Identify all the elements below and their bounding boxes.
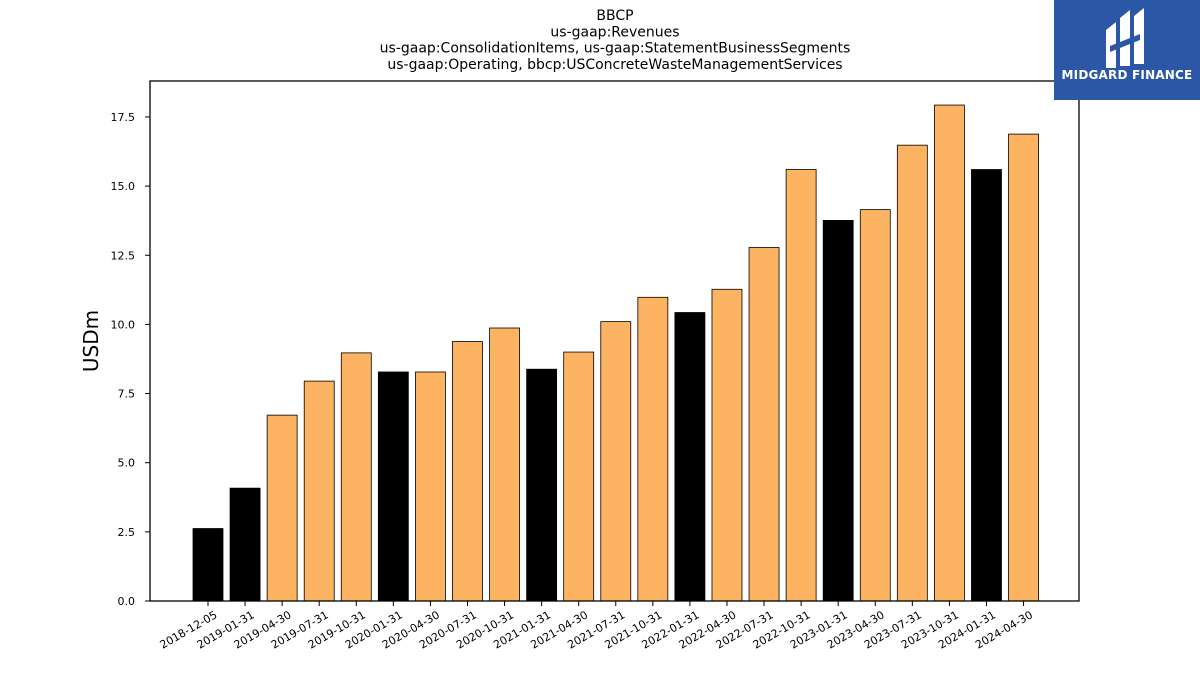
bar-2023-07-31 [896, 144, 928, 602]
bar-2021-10-31 [637, 296, 669, 602]
y-tick-label: 10.0 [111, 318, 136, 331]
bar-2024-01-31 [971, 169, 1002, 602]
y-tick-label: 7.5 [118, 388, 136, 401]
title-line: us-gaap:Operating, bbcp:USConcreteWasteM… [387, 57, 842, 73]
bar-2022-10-31 [785, 169, 817, 602]
bar-2023-01-31 [822, 219, 854, 602]
bar-2019-10-31 [340, 352, 372, 602]
bar-2019-04-30 [266, 414, 298, 602]
bar-2019-07-31 [303, 380, 335, 602]
x-axis: 2018-12-052019-01-312019-04-302019-07-31… [158, 601, 1035, 652]
title-line: BBCP [596, 8, 633, 24]
title-line: us-gaap:Revenues [550, 24, 679, 40]
logo-text: MIDGARD FINANCE [1061, 68, 1193, 82]
bar-2022-01-31 [674, 312, 706, 602]
bar-2022-07-31 [748, 247, 780, 602]
bar-2023-10-31 [934, 104, 965, 602]
bar-2021-01-31 [526, 368, 558, 602]
chart-title: BBCPus-gaap:Revenuesus-gaap:Consolidatio… [380, 8, 851, 73]
bar-2020-01-31 [377, 371, 409, 602]
bar-2022-04-30 [711, 288, 743, 602]
bar-2020-07-31 [452, 341, 483, 602]
y-axis-label: USDm [79, 310, 103, 372]
y-tick-label: 12.5 [111, 249, 136, 262]
bar-2020-04-30 [415, 371, 446, 602]
bar-2023-04-30 [859, 209, 891, 602]
midgard-finance-logo: MIDGARD FINANCE [1054, 0, 1200, 100]
y-tick-label: 5.0 [118, 457, 136, 470]
bar-2018-12-05 [192, 528, 224, 602]
midgard-logo-icon [1106, 8, 1144, 68]
y-tick-label: 15.0 [111, 180, 136, 193]
y-tick-label: 2.5 [118, 526, 136, 539]
bar-2024-04-30 [1008, 133, 1039, 602]
y-tick-label: 0.0 [118, 595, 136, 608]
bar-2020-10-31 [489, 327, 520, 602]
plot-frame [149, 80, 1080, 602]
bar-2021-04-30 [563, 351, 595, 602]
y-tick-label: 17.5 [111, 111, 136, 124]
title-line: us-gaap:ConsolidationItems, us-gaap:Stat… [380, 41, 851, 57]
y-axis: 0.0 2.5 5.0 7.5 10.0 12.5 15.0 17.5 [111, 111, 150, 608]
bar-2021-07-31 [600, 321, 632, 602]
bars [192, 104, 1039, 602]
bar-2019-01-31 [229, 487, 261, 602]
